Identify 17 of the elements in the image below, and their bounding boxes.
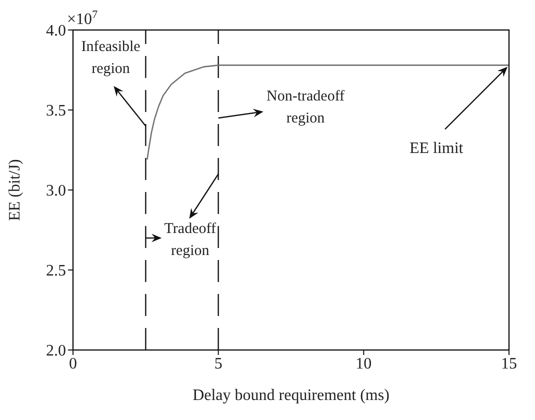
y-tick-label: 4.0 (46, 22, 66, 40)
text: ×10$^{7}$ (67, 9, 98, 28)
y-tick-label: 2.0 (46, 342, 66, 360)
annotation: Infeasible region (81, 38, 141, 77)
annotation: Tradeoff region (164, 221, 216, 260)
y-tick-label: 3.0 (46, 182, 66, 200)
x-tick-label: 15 (501, 355, 517, 372)
annotation: Non-tradeoff region (266, 88, 345, 126)
x-tick-label: 10 (356, 355, 372, 372)
x-axis-title: Delay bound requirement (ms) (192, 387, 390, 404)
annotation: EE limit (409, 140, 464, 158)
y-tick-label: 2.5 (46, 262, 66, 280)
y-tick-label: 3.5 (46, 102, 66, 120)
line-series (146, 64, 509, 160)
x-tick-label: 5 (214, 355, 222, 372)
x-tick-label: 0 (69, 355, 77, 372)
y-axis-title: EE (bit/J) (6, 159, 24, 221)
